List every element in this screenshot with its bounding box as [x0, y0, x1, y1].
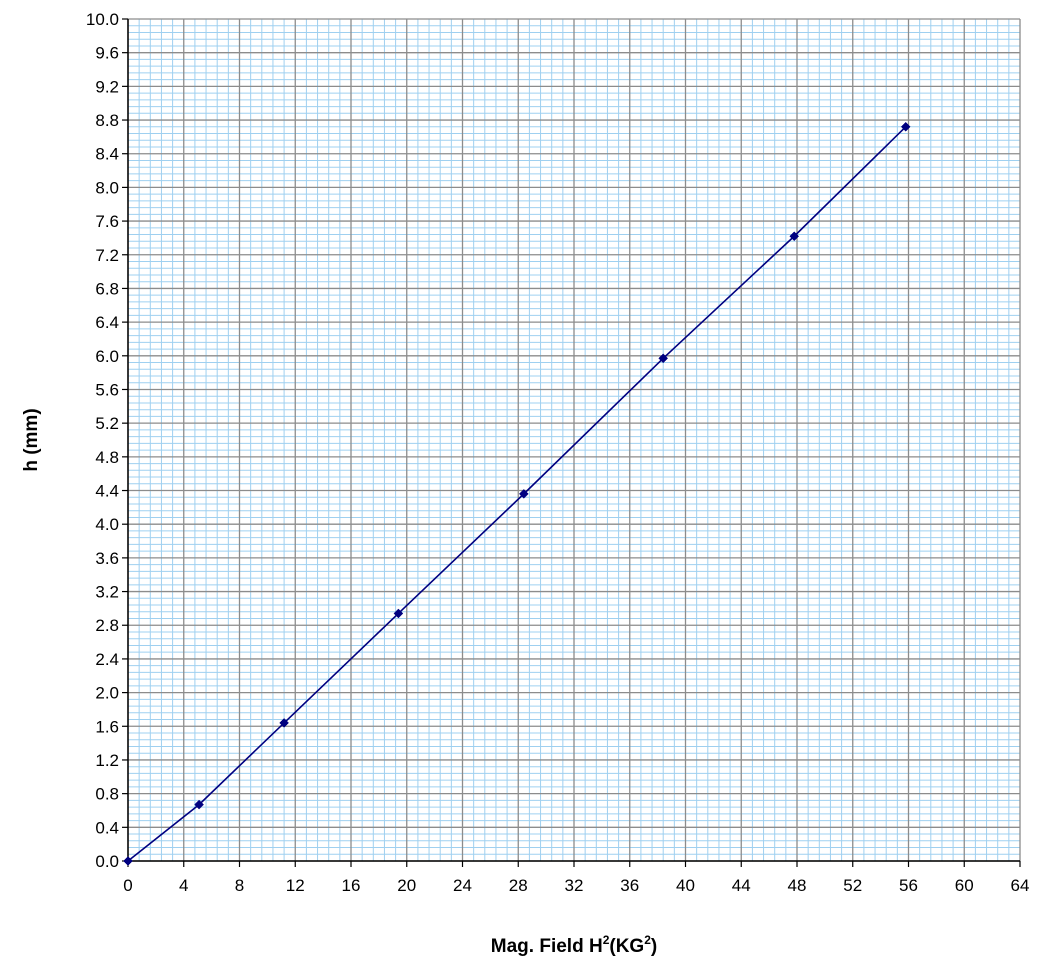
y-tick-label: 1.6 — [95, 717, 119, 736]
y-tick-label: 5.2 — [95, 414, 119, 433]
x-tick-label: 16 — [342, 876, 361, 895]
y-tick-label: 2.8 — [95, 616, 119, 635]
y-tick-label: 5.6 — [95, 380, 119, 399]
series-line — [127, 126, 907, 862]
x-tick-label: 64 — [1011, 876, 1030, 895]
x-axis-title-suffix: ) — [651, 936, 657, 957]
y-tick-label: 7.2 — [95, 246, 119, 265]
y-tick-label: 3.2 — [95, 583, 119, 602]
y-tick-label: 6.0 — [95, 347, 119, 366]
x-axis-title-prefix: Mag. Field H — [491, 936, 603, 957]
y-tick-label: 2.4 — [95, 650, 119, 669]
y-tick-label: 8.8 — [95, 111, 119, 130]
y-tick-label: 1.2 — [95, 751, 119, 770]
y-tick-label: 8.0 — [95, 178, 119, 197]
data-point — [194, 799, 204, 810]
x-tick-label: 60 — [955, 876, 974, 895]
x-tick-label: 0 — [123, 876, 132, 895]
data-point — [789, 231, 800, 242]
y-tick-label: 3.6 — [95, 549, 119, 568]
y-tick-label: 0.8 — [95, 785, 119, 804]
x-tick-label: 12 — [286, 876, 305, 895]
y-tick-label: 4.8 — [95, 448, 119, 467]
x-tick-label: 24 — [453, 876, 472, 895]
x-tick-label: 20 — [397, 876, 416, 895]
major-grid — [127, 18, 1021, 862]
x-axis-title-middle: (KG — [609, 936, 644, 957]
y-tick-label: 6.4 — [95, 313, 119, 332]
data-point — [279, 718, 289, 728]
y-tick-label: 2.0 — [95, 684, 119, 703]
x-tick-label: 8 — [235, 876, 244, 895]
x-tick-label: 48 — [788, 876, 807, 895]
y-axis-title: h (mm) — [21, 408, 42, 471]
data-point — [393, 608, 404, 619]
x-tick-label: 36 — [620, 876, 639, 895]
data-point — [123, 856, 133, 866]
series-layer — [123, 121, 911, 866]
y-tick-label: 4.0 — [95, 515, 119, 534]
y-tick-label: 0.4 — [95, 818, 119, 837]
x-tick-label: 4 — [179, 876, 188, 895]
x-axis-title-sup1: 2 — [603, 933, 610, 947]
y-tick-label: 8.4 — [95, 145, 119, 164]
y-tick-label: 6.8 — [95, 279, 119, 298]
y-tick-label: 9.6 — [95, 44, 119, 63]
data-point — [658, 353, 669, 364]
x-tick-label: 56 — [899, 876, 918, 895]
x-axis-title: Mag. Field H2(KG2) — [491, 933, 657, 957]
x-tick-label: 32 — [565, 876, 584, 895]
data-point — [518, 489, 529, 499]
axes — [122, 18, 1021, 867]
y-tick-label: 9.2 — [95, 77, 119, 96]
x-tick-label: 52 — [843, 876, 862, 895]
x-tick-labels: 0 4 8 12 16 20 24 28 32 36 40 44 48 52 56 60 64 — [123, 876, 1029, 895]
data-point — [900, 121, 911, 132]
y-tick-label: 10.0 — [86, 10, 119, 29]
y-tick-label: 0.0 — [95, 852, 119, 871]
x-tick-label: 40 — [676, 876, 695, 895]
y-tick-labels: 0.0 0.4 0.8 1.2 1.6 2.0 2.4 2.8 3.2 3.6 4.0 4.4 4.8 5… — [86, 10, 119, 871]
x-tick-label: 44 — [732, 876, 751, 895]
y-tick-label: 4.4 — [95, 482, 119, 501]
x-tick-label: 28 — [509, 876, 528, 895]
x-axis-title-sup2: 2 — [644, 933, 651, 947]
y-tick-label: 7.6 — [95, 212, 119, 231]
